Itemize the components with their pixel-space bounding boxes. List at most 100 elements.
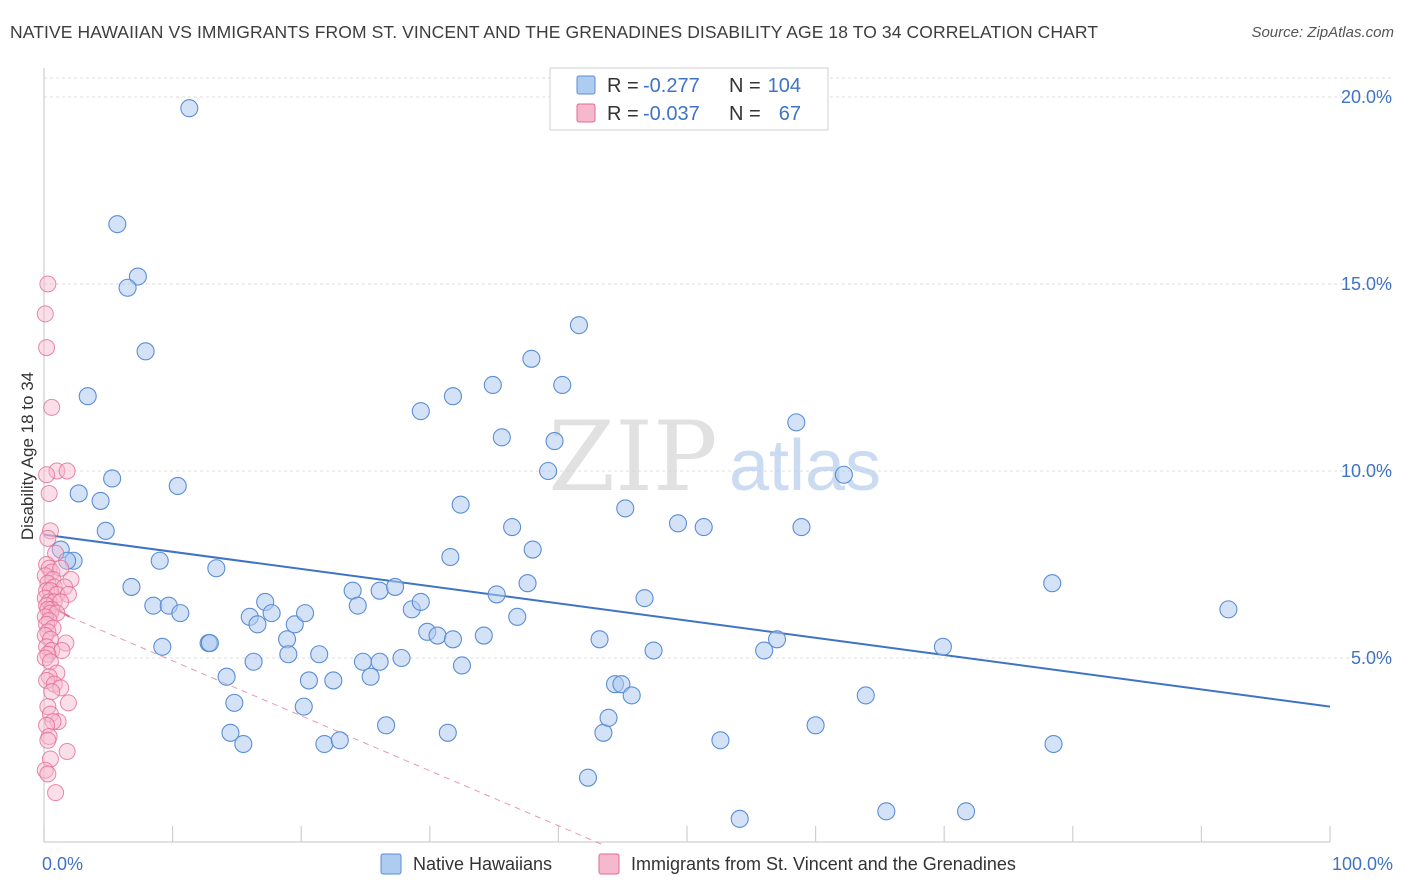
point-native-hawaiians-66 <box>411 402 430 421</box>
point-native-hawaiians-65 <box>523 540 542 559</box>
point-native-hawaiians-95 <box>856 686 875 705</box>
point-native-hawaiians-52 <box>411 592 430 611</box>
point-immigrants-62 <box>58 743 76 760</box>
point-native-hawaiians-43 <box>348 596 367 615</box>
legend-n-value-1: 104 <box>768 75 801 97</box>
point-native-hawaiians-24 <box>225 693 244 712</box>
point-native-hawaiians-73 <box>553 375 572 395</box>
point-native-hawaiians-94 <box>834 465 853 484</box>
point-immigrants-63 <box>41 750 59 768</box>
point-native-hawaiians-34 <box>285 615 304 634</box>
point-native-hawaiians-26 <box>234 734 253 754</box>
point-native-hawaiians-44 <box>353 652 372 671</box>
point-immigrants-9 <box>39 529 57 547</box>
point-native-hawaiians-31 <box>262 604 281 623</box>
y-tick-label-10: 10.0% <box>1341 461 1392 481</box>
point-native-hawaiians-1 <box>108 215 127 234</box>
y-tick-label-5: 5.0% <box>1351 648 1392 668</box>
point-native-hawaiians-75 <box>578 768 598 787</box>
bottom-legend-swatch-blue <box>380 853 402 875</box>
point-immigrants-53 <box>43 683 61 701</box>
point-native-hawaiians-64 <box>518 574 537 593</box>
trend-line-native-hawaiians <box>43 533 1331 708</box>
point-native-hawaiians-16 <box>144 596 163 615</box>
point-native-hawaiians-0 <box>180 99 199 118</box>
axes <box>43 68 1331 843</box>
point-native-hawaiians-32 <box>278 630 297 649</box>
point-native-hawaiians-96 <box>877 802 896 821</box>
watermark-atlas: atlas <box>729 426 881 506</box>
point-native-hawaiians-36 <box>299 671 318 690</box>
legend-swatch-pink <box>576 103 596 123</box>
series-native-hawaiians <box>51 99 1238 828</box>
point-immigrants-61 <box>39 731 57 749</box>
point-immigrants-2 <box>38 339 56 357</box>
point-native-hawaiians-46 <box>370 581 389 600</box>
point-native-hawaiians-6 <box>91 491 110 510</box>
point-native-hawaiians-57 <box>443 630 462 649</box>
point-native-hawaiians-2 <box>128 267 147 286</box>
point-native-hawaiians-39 <box>310 645 329 664</box>
bottom-legend-swatch-pink <box>598 853 620 875</box>
point-immigrants-52 <box>52 679 70 697</box>
legend-n-value-2: 67 <box>779 103 801 125</box>
point-immigrants-4 <box>48 462 66 480</box>
point-native-hawaiians-67 <box>443 387 462 406</box>
point-native-hawaiians-68 <box>451 495 470 514</box>
point-native-hawaiians-5 <box>78 387 97 406</box>
point-immigrants-5 <box>58 462 76 480</box>
source-label: Source: ZipAtlas.com <box>1251 24 1394 41</box>
point-native-hawaiians-97 <box>933 637 952 656</box>
point-immigrants-50 <box>38 671 56 689</box>
x-tick-label-100: 100.0% <box>1332 854 1393 874</box>
point-native-hawaiians-86 <box>694 518 713 537</box>
point-native-hawaiians-48 <box>370 652 389 671</box>
point-native-hawaiians-76 <box>590 630 609 649</box>
chart-title: NATIVE HAWAIIAN VS IMMIGRANTS FROM ST. V… <box>10 22 1099 42</box>
point-native-hawaiians-10 <box>96 521 115 540</box>
point-native-hawaiians-33 <box>279 645 298 664</box>
point-native-hawaiians-74 <box>569 316 589 335</box>
watermark-zip: ZIP <box>548 401 717 513</box>
point-native-hawaiians-18 <box>171 604 190 623</box>
point-native-hawaiians-7 <box>69 484 88 503</box>
point-native-hawaiians-25 <box>221 723 240 742</box>
legend-n-label-1: N = <box>729 75 761 97</box>
point-native-hawaiians-69 <box>492 428 511 447</box>
x-tick-label-0: 0.0% <box>42 854 83 874</box>
y-axis-label: Disability Age 18 to 34 <box>18 372 37 540</box>
legend-swatch-blue <box>576 75 596 95</box>
point-native-hawaiians-82 <box>622 686 641 705</box>
y-tick-label-15: 15.0% <box>1341 274 1392 294</box>
point-native-hawaiians-61 <box>487 585 506 604</box>
trend-lines <box>43 533 1331 846</box>
trend-line-extension-immigrants <box>69 616 604 846</box>
watermark: ZIP atlas <box>548 401 881 513</box>
point-native-hawaiians-54 <box>428 626 447 645</box>
point-immigrants-59 <box>38 716 56 734</box>
point-native-hawaiians-45 <box>361 667 380 686</box>
point-native-hawaiians-15 <box>122 577 141 596</box>
point-native-hawaiians-38 <box>315 734 334 754</box>
legend-r-value-1: -0.277 <box>643 75 700 97</box>
point-native-hawaiians-71 <box>539 461 558 481</box>
point-native-hawaiians-23 <box>217 667 236 686</box>
point-native-hawaiians-84 <box>644 641 663 660</box>
point-native-hawaiians-80 <box>612 675 631 694</box>
point-native-hawaiians-56 <box>441 547 460 567</box>
y-tick-label-20: 20.0% <box>1341 87 1392 107</box>
point-native-hawaiians-59 <box>474 626 493 645</box>
point-native-hawaiians-19 <box>207 559 226 578</box>
point-native-hawaiians-63 <box>508 607 527 626</box>
point-native-hawaiians-14 <box>150 551 169 570</box>
point-immigrants-7 <box>40 484 58 502</box>
point-native-hawaiians-81 <box>616 499 635 518</box>
point-immigrants-10 <box>47 544 65 562</box>
point-native-hawaiians-9 <box>168 476 187 496</box>
point-native-hawaiians-58 <box>452 656 472 675</box>
legend-box: R = -0.277 N = 104 R = -0.037 N = 67 <box>549 67 829 131</box>
point-native-hawaiians-60 <box>483 375 502 395</box>
point-native-hawaiians-99 <box>1043 574 1062 593</box>
point-native-hawaiians-70 <box>522 349 541 368</box>
legend-r-label-2: R = <box>607 103 639 125</box>
